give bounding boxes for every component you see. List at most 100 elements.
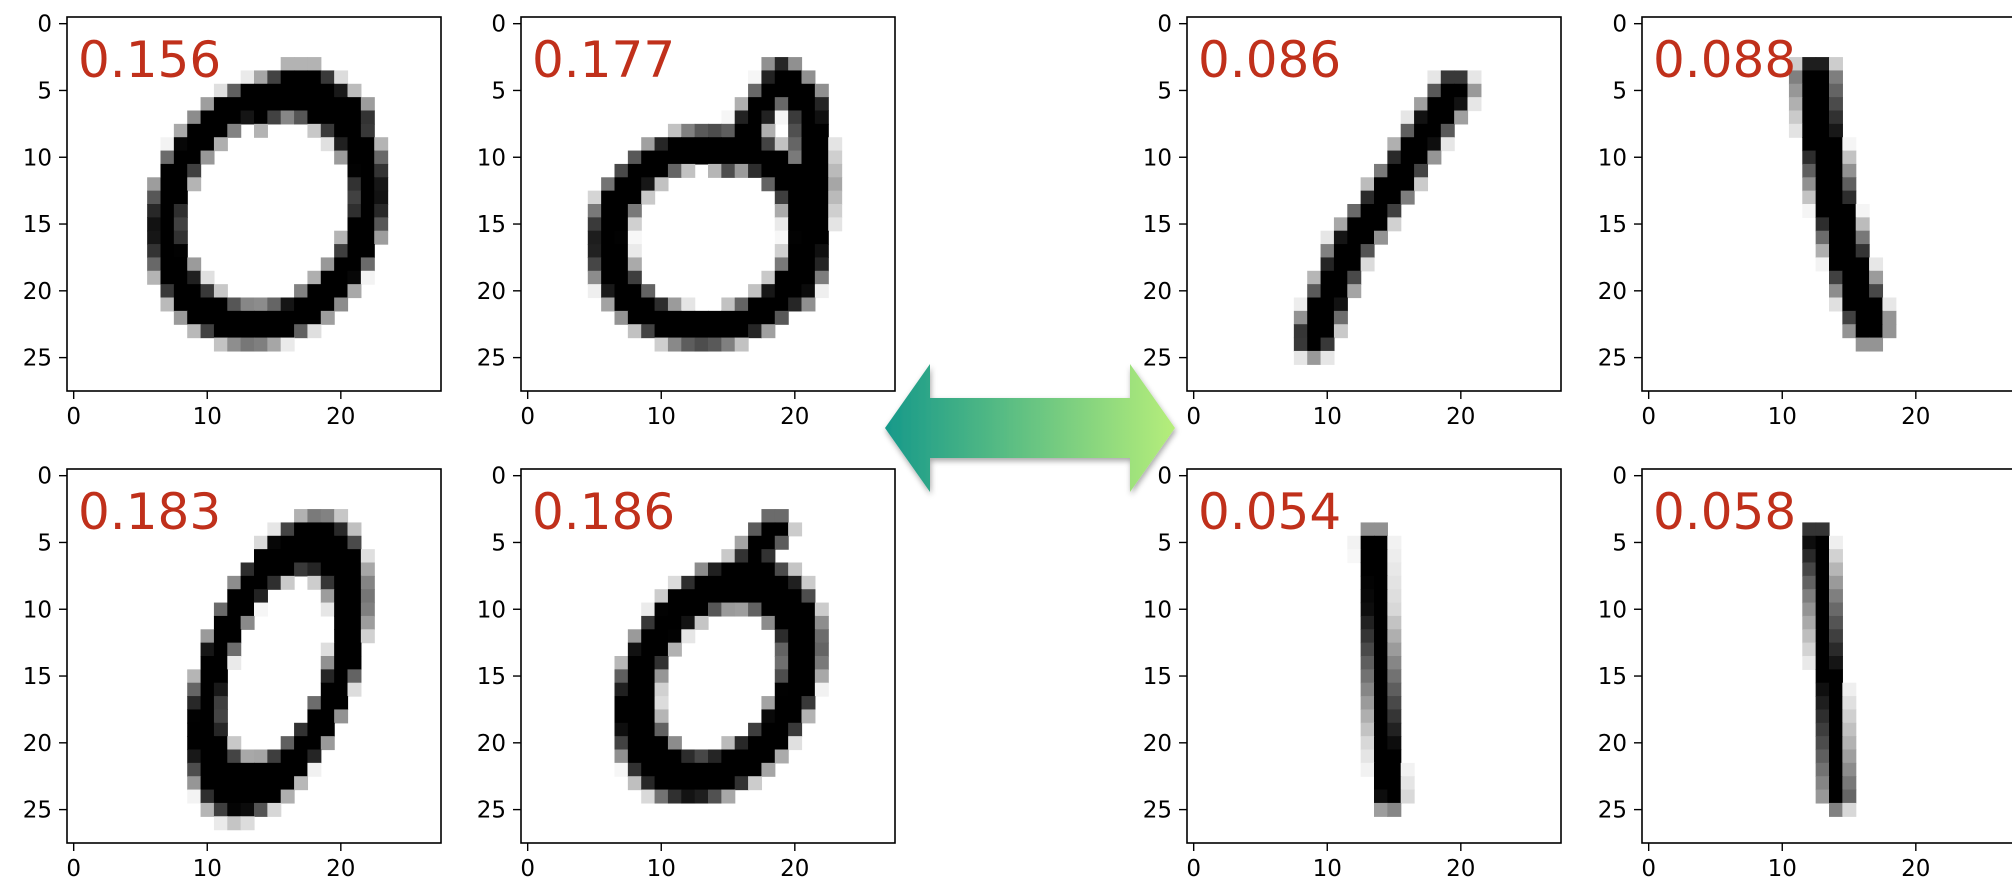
pixel — [1387, 749, 1402, 764]
pixel — [654, 696, 669, 711]
pixel — [814, 163, 829, 178]
pixel — [641, 324, 656, 339]
pixel — [734, 297, 749, 312]
pixel — [761, 562, 776, 577]
pixel — [721, 562, 736, 577]
pixel — [334, 669, 349, 684]
pixel — [681, 762, 696, 777]
pixel — [801, 150, 816, 165]
pixel — [1842, 696, 1857, 711]
pixel — [748, 123, 763, 138]
pixel — [601, 257, 616, 272]
pixel — [667, 789, 682, 804]
x-tick-label: 20 — [780, 856, 809, 881]
pixel — [694, 615, 709, 630]
pixel — [667, 310, 682, 325]
pixel — [347, 163, 362, 178]
pixel — [774, 217, 789, 232]
pixel — [721, 297, 736, 312]
pixel — [1869, 324, 1884, 339]
pixel — [267, 762, 282, 777]
pixel — [641, 602, 656, 617]
y-tick-label: 20 — [1143, 731, 1172, 757]
pixel — [1320, 244, 1335, 259]
pixel — [814, 629, 829, 644]
pixel — [1815, 535, 1830, 550]
pixel — [280, 789, 295, 804]
pixel — [307, 297, 322, 312]
pixel — [627, 230, 642, 245]
pixel — [627, 204, 642, 218]
pixel — [227, 310, 242, 325]
pixel — [614, 762, 629, 777]
pixel — [1360, 549, 1375, 564]
pixel — [1360, 749, 1375, 764]
pixel — [213, 97, 228, 112]
pixel — [1802, 123, 1817, 138]
pixel — [627, 776, 642, 791]
pixel — [681, 776, 696, 791]
y-tick-label: 15 — [1598, 664, 1627, 690]
pixel — [240, 337, 255, 352]
pixel — [667, 589, 682, 604]
pixel — [801, 70, 816, 85]
y-tick-label: 0 — [37, 12, 52, 38]
pixel — [1320, 297, 1335, 312]
pixel — [1842, 257, 1857, 272]
pixel — [187, 163, 202, 178]
pixel — [627, 217, 642, 232]
pixel — [1829, 749, 1843, 764]
pixel — [294, 284, 309, 299]
pixel — [1802, 57, 1817, 72]
pixel — [1855, 270, 1870, 285]
pixel — [641, 297, 656, 312]
pixel — [280, 337, 295, 352]
pixel — [1815, 575, 1830, 590]
pixel — [641, 656, 656, 670]
pixel — [814, 257, 829, 272]
pixel — [1842, 137, 1857, 152]
pixel — [1320, 350, 1335, 365]
pixel — [347, 284, 362, 299]
pixel — [1360, 177, 1375, 192]
pixel — [614, 270, 629, 285]
pixel — [761, 535, 776, 550]
pixel — [227, 736, 242, 751]
pixel — [641, 137, 656, 152]
pixel — [1802, 562, 1817, 577]
pixel — [1400, 776, 1415, 791]
pixel — [708, 749, 722, 764]
pixel — [213, 110, 228, 125]
pixel — [334, 83, 349, 98]
pixel — [280, 110, 295, 125]
pixel — [761, 97, 776, 112]
pixel — [347, 244, 362, 259]
pixel — [1842, 177, 1857, 192]
pixel — [654, 310, 669, 325]
pixel — [614, 190, 629, 205]
pixel — [1360, 244, 1375, 259]
pixel — [1855, 324, 1870, 339]
pixel — [1842, 270, 1857, 285]
pixel — [801, 177, 816, 192]
pixel — [801, 642, 816, 657]
pixel — [814, 682, 829, 697]
pixel — [627, 696, 642, 711]
pixel — [360, 217, 375, 232]
pixel — [694, 137, 709, 152]
pixel — [374, 137, 389, 152]
score-annotation: 0.186 — [532, 483, 675, 541]
pixel — [1815, 163, 1830, 178]
pixel — [347, 549, 362, 564]
y-tick-label: 15 — [1143, 212, 1172, 238]
pixel — [173, 284, 188, 299]
pixel — [828, 217, 843, 232]
pixel — [227, 816, 242, 831]
pixel — [294, 324, 309, 339]
pixel — [601, 204, 616, 218]
pixel — [360, 562, 375, 577]
pixel — [801, 110, 816, 125]
pixel — [681, 137, 696, 152]
pixel — [267, 535, 282, 550]
pixel — [1815, 589, 1830, 604]
